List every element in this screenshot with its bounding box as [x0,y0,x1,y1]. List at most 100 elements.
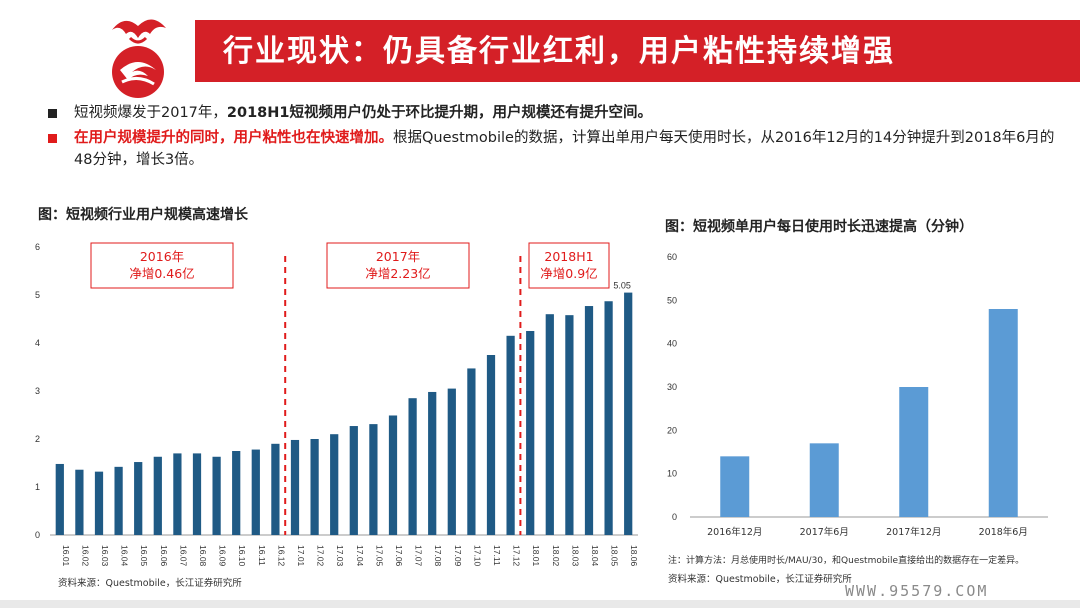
y-tick-label: 10 [667,469,677,479]
right-chart-title: 图：短视频单用户每日使用时长迅速提高（分钟） [665,219,973,235]
bar [55,463,64,535]
square-bullet-icon [48,109,57,118]
bar [545,314,554,535]
bar [330,434,339,535]
bar [624,292,633,535]
x-tick-label: 17.02 [316,545,326,567]
bar [212,456,221,535]
right-chart-source: 资料来源：Questmobile，长江证券研究所 [668,574,852,585]
bar [506,335,515,535]
bar [988,309,1018,517]
x-tick-label: 16.10 [237,545,247,567]
dragon-logo-icon [112,19,166,98]
x-tick-label: 17.09 [453,545,463,567]
right-chart-note: 注：计算方法：月总使用时长/MAU/30，和Questmobile直接给出的数据… [668,556,1025,566]
bar [408,398,417,535]
bullet-1-part-2: 2018H1短视频用户仍处于环比提升期，用户规模还有提升空间。 [226,105,652,121]
x-tick-label: 2016年12月 [707,526,762,538]
page-title: 行业现状：仍具备行业红利，用户粘性持续增强 [223,34,895,69]
logo [82,0,194,126]
bar [720,456,750,517]
bar [428,391,437,535]
bar [349,426,358,535]
y-tick-label: 0 [672,512,677,522]
y-tick-label: 1 [35,482,40,492]
x-tick-label: 16.05 [139,545,149,567]
x-tick-label: 16.11 [257,545,267,566]
bar [369,424,378,535]
x-tick-label: 18.06 [629,545,639,567]
x-tick-label: 16.02 [80,545,90,567]
x-tick-label: 17.10 [472,545,482,567]
daily-usage-bar-chart: 0 10 20 30 40 50 60 2016年12月 2017年6月 2017年12月 2018… [667,252,1048,538]
x-tick-label: 18.02 [551,545,561,567]
bullet-1-part-1: 短视频爆发于2017年， [74,105,227,121]
y-tick-label: 2 [35,434,40,444]
bar [809,443,839,517]
x-tick-label: 16.09 [218,545,228,567]
y-tick-label: 40 [667,339,677,349]
bar [251,449,260,535]
user-scale-bar-chart: 0 1 2 3 4 5 6 16.01 16.02 16.03 16.04 16.05 16.06 16.… [35,242,639,567]
x-tick-label: 16.04 [120,545,130,567]
x-tick-label: 16.03 [100,545,110,567]
x-tick-label: 18.01 [531,545,541,567]
bar [584,306,594,535]
annotation-box [326,242,470,289]
x-tick-label: 2017年6月 [800,526,849,538]
bar [565,315,574,535]
annotation-growth: 净增0.9亿 [540,266,597,281]
bottom-strip [0,600,1080,608]
y-tick-label: 50 [667,295,677,305]
bar [467,368,476,535]
y-tick-label: 3 [35,386,40,396]
annotation-growth: 净增0.46亿 [129,266,194,281]
header-red-band [195,20,1080,82]
y-tick-label: 4 [35,338,40,348]
x-tick-label: 17.08 [433,545,443,567]
y-tick-label: 30 [667,382,677,392]
annotation-year: 2018H1 [544,249,593,264]
annotation-year: 2016年 [140,249,184,264]
x-tick-label: 16.01 [61,545,71,567]
x-tick-label: 16.07 [178,545,188,567]
annotation-box [528,242,610,289]
bar [310,439,319,535]
data-label: 5.05 [613,281,631,291]
bullet-2-part-2: 根据Questmobile的数据，计算出单用户每天使用时长，从2016年12月的… [74,130,1055,168]
bullet-point-1: 短视频爆发于2017年，2018H1短视频用户仍处于环比提升期，用户规模还有提升… [48,102,1068,124]
y-tick-label: 60 [667,252,677,262]
bar [604,301,613,535]
x-tick-label: 18.04 [590,545,600,567]
square-bullet-icon [48,134,57,143]
bar [486,355,496,535]
bar [94,471,104,535]
x-tick-label: 17.03 [335,545,345,567]
bullet-point-2: 在用户规模提升的同时，用户粘性也在快速增加。根据Questmobile的数据，计… [48,127,1068,171]
bar [75,469,84,535]
bar [447,388,456,535]
x-tick-label: 16.08 [198,545,208,567]
y-tick-label: 0 [35,530,40,540]
header-banner: 行业现状：仍具备行业红利，用户粘性持续增强 [0,0,1080,126]
y-tick-label: 6 [35,242,40,252]
left-chart-title: 图：短视频行业用户规模高速增长 [38,207,248,223]
x-tick-label: 2018年6月 [979,526,1028,538]
header-left-strip [0,18,82,86]
x-tick-label: 17.11 [492,545,502,566]
annotation-growth: 净增2.23亿 [365,266,430,281]
x-tick-label: 16.12 [276,545,286,567]
y-tick-label: 5 [35,290,40,300]
x-tick-label: 17.06 [394,545,404,567]
bar [192,453,202,535]
bar [153,456,162,535]
bar [173,453,182,535]
x-tick-label: 17.07 [414,545,424,567]
bar [526,331,535,535]
bar [290,439,300,535]
x-tick-label: 17.05 [374,545,384,567]
annotation-box [90,242,234,289]
x-tick-label: 2017年12月 [886,526,941,538]
bar [134,462,143,535]
x-tick-label: 17.04 [355,545,365,567]
